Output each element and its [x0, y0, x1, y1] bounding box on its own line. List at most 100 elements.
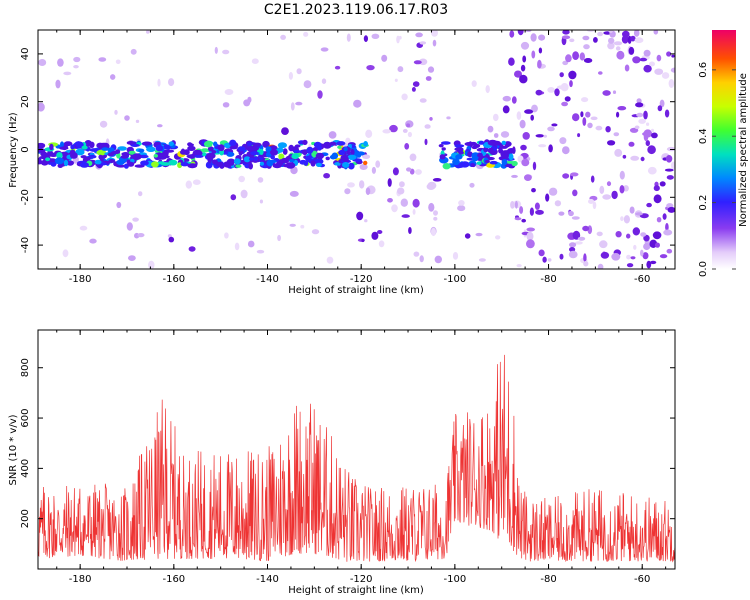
noise-blob: [635, 212, 643, 216]
noise-blob: [588, 199, 595, 204]
band-blob: [276, 160, 284, 167]
band-blob: [471, 155, 479, 162]
band-blob: [63, 159, 69, 167]
noise-blob: [257, 177, 264, 183]
noise-blob: [446, 116, 451, 120]
noise-blob: [520, 144, 527, 151]
noise-blob: [397, 187, 405, 195]
noise-blob: [670, 67, 675, 73]
noise-blob: [471, 80, 477, 87]
noise-blob: [127, 255, 136, 261]
band-blob: [282, 148, 288, 155]
noise-blob: [577, 133, 581, 138]
band-blob: [45, 157, 51, 162]
noise-blob: [562, 146, 570, 155]
band-blob: [140, 160, 149, 166]
noise-blob: [157, 78, 161, 87]
snr-x-tick-label: -60: [634, 574, 650, 585]
band-blob: [456, 147, 464, 154]
band-blob: [511, 160, 518, 167]
band-blob: [81, 145, 88, 150]
noise-blob: [168, 78, 175, 87]
noise-blob: [651, 128, 654, 133]
noise-blob: [559, 137, 567, 145]
noise-blob: [659, 181, 666, 187]
noise-blob: [547, 87, 555, 93]
band-blob: [270, 149, 278, 156]
noise-blob: [371, 166, 376, 174]
noise-blob: [582, 35, 590, 41]
band-blob: [471, 163, 476, 168]
noise-blob: [653, 185, 660, 192]
noise-blob: [259, 199, 263, 204]
band-blob: [107, 152, 115, 157]
noise-blob: [413, 251, 420, 257]
noise-blob: [375, 160, 381, 168]
noise-blob: [214, 46, 218, 54]
noise-blob: [531, 188, 536, 193]
noise-blob: [511, 96, 517, 104]
band-blob: [229, 139, 237, 147]
spectrogram-x-tick-label: -60: [634, 274, 650, 285]
noise-blob: [614, 148, 623, 157]
spectrogram-x-tick-label: -140: [256, 274, 279, 285]
noise-blob: [659, 254, 668, 259]
noise-blob: [478, 258, 486, 262]
noise-blob: [538, 34, 546, 41]
noise-blob: [602, 90, 611, 96]
band-blob: [153, 154, 158, 158]
noise-blob: [432, 39, 437, 47]
noise-blob: [500, 131, 510, 138]
noise-blob: [636, 112, 644, 118]
noise-blob: [519, 119, 526, 129]
spectrogram-marks: [38, 30, 675, 269]
noise-blob: [401, 93, 408, 101]
spectrogram-x-tick-label: -120: [350, 274, 373, 285]
band-blob: [56, 152, 63, 159]
noise-blob: [148, 260, 155, 269]
noise-blob: [607, 42, 615, 50]
noise-blob: [320, 47, 329, 52]
noise-blob: [620, 216, 624, 222]
noise-blob: [602, 194, 612, 200]
snr-x-tick-label: -120: [350, 574, 373, 585]
noise-blob: [289, 223, 296, 227]
noise-blob: [568, 250, 578, 259]
band-blob: [108, 159, 116, 163]
band-blob: [315, 152, 325, 160]
noise-blob: [613, 132, 620, 137]
noise-blob: [251, 58, 259, 64]
band-blob: [70, 144, 75, 150]
band-blob: [235, 164, 242, 168]
noise-blob: [624, 64, 630, 72]
noise-blob: [98, 57, 107, 62]
noise-blob: [508, 57, 515, 66]
noise-blob: [583, 44, 590, 50]
band-blob: [265, 146, 272, 153]
band-blob: [60, 141, 64, 148]
noise-blob: [535, 209, 544, 215]
snr-x-tick-label: -180: [69, 574, 92, 585]
band-blob: [317, 144, 322, 151]
noise-blob: [485, 85, 490, 94]
band-blob: [248, 162, 253, 170]
noise-blob: [412, 198, 420, 208]
noise-blob: [222, 49, 230, 55]
noise-blob: [535, 89, 543, 96]
noise-blob: [428, 202, 435, 212]
noise-blob: [516, 264, 522, 268]
noise-blob: [524, 109, 534, 114]
noise-blob: [224, 89, 234, 95]
noise-blob: [222, 102, 230, 108]
band-blob: [70, 152, 78, 159]
noise-blob: [79, 225, 88, 231]
noise-blob: [565, 54, 572, 63]
noise-blob: [632, 227, 640, 236]
noise-blob: [519, 74, 528, 84]
noise-blob: [572, 51, 579, 60]
snr-x-tick-label: -160: [162, 574, 185, 585]
noise-blob: [401, 214, 410, 218]
noise-blob: [572, 113, 580, 122]
band-blob: [49, 143, 54, 151]
